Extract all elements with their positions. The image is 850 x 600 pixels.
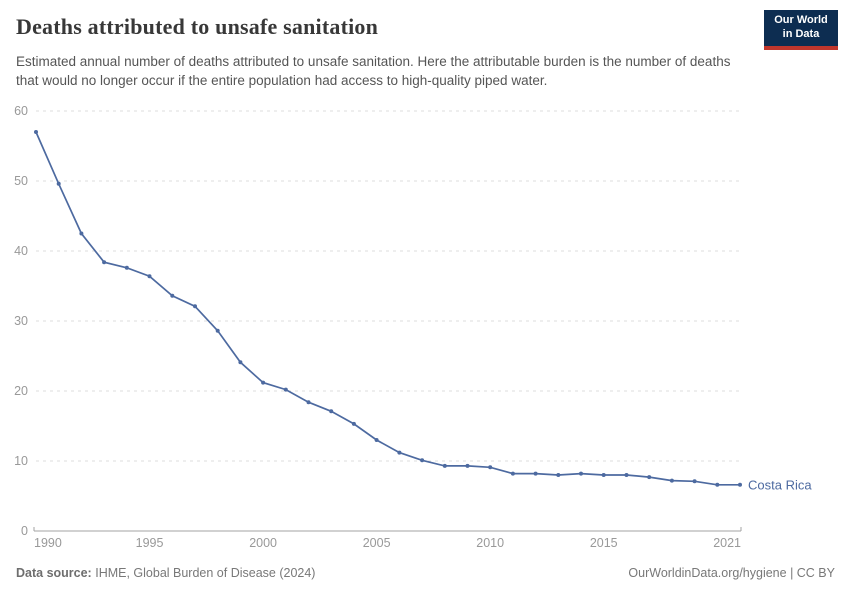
data-point[interactable]: [397, 450, 402, 455]
data-point[interactable]: [79, 231, 84, 236]
x-tick-label: 1995: [136, 536, 164, 550]
x-tick-label: 2015: [590, 536, 618, 550]
data-source: Data source: IHME, Global Burden of Dise…: [16, 566, 315, 580]
data-point[interactable]: [488, 465, 493, 470]
data-point[interactable]: [715, 482, 720, 487]
data-source-text: IHME, Global Burden of Disease (2024): [95, 566, 316, 580]
x-tick-label: 1990: [34, 536, 62, 550]
x-tick-label: 2000: [249, 536, 277, 550]
data-point[interactable]: [56, 181, 61, 186]
data-point[interactable]: [420, 458, 425, 463]
owid-logo-line1: Our World: [774, 14, 828, 27]
owid-logo[interactable]: Our World in Data: [764, 10, 838, 50]
data-point[interactable]: [601, 473, 606, 477]
data-point[interactable]: [669, 478, 674, 483]
data-point[interactable]: [306, 400, 311, 405]
data-point[interactable]: [283, 387, 288, 392]
data-point[interactable]: [579, 471, 583, 476]
data-point[interactable]: [556, 473, 561, 477]
y-tick-label: 50: [14, 174, 28, 188]
series-label[interactable]: Costa Rica: [748, 477, 812, 492]
data-point[interactable]: [102, 260, 107, 265]
data-point[interactable]: [329, 409, 334, 414]
data-point[interactable]: [692, 479, 697, 484]
data-point[interactable]: [261, 380, 266, 385]
y-tick-label: 30: [14, 314, 28, 328]
y-tick-label: 10: [14, 454, 28, 468]
data-point[interactable]: [442, 463, 447, 468]
y-tick-label: 60: [14, 104, 28, 118]
trend-line[interactable]: [35, 131, 740, 486]
data-point[interactable]: [738, 482, 742, 487]
chart-subtitle: Estimated annual number of deaths attrib…: [16, 54, 731, 89]
data-point[interactable]: [465, 463, 470, 468]
y-tick-label: 20: [14, 384, 28, 398]
x-tick-label: 2010: [476, 536, 504, 550]
owid-logo-line2: in Data: [782, 28, 820, 40]
data-source-label: Data source:: [16, 566, 92, 580]
data-point[interactable]: [170, 293, 175, 298]
data-point[interactable]: [147, 274, 152, 279]
data-point[interactable]: [533, 471, 538, 476]
line-chart-svg[interactable]: 0 10 20 30 40 50 60 1990 1995 2000 2005 2010 2015 202…: [0, 100, 850, 560]
data-point[interactable]: [647, 475, 652, 480]
x-tick-label: 2005: [363, 536, 391, 550]
y-tick-label: 0: [21, 524, 28, 538]
page-title: Deaths attributed to unsafe sanitation: [16, 14, 379, 39]
data-point[interactable]: [193, 304, 197, 309]
data-point[interactable]: [238, 360, 243, 365]
data-point[interactable]: [34, 130, 38, 134]
attribution-link[interactable]: OurWorldinData.org/hygiene | CC BY: [628, 566, 835, 580]
x-tick-label: 2021: [713, 536, 741, 550]
data-point[interactable]: [624, 473, 629, 477]
data-point[interactable]: [374, 438, 379, 442]
data-point[interactable]: [124, 265, 129, 270]
y-tick-label: 40: [14, 244, 28, 258]
data-point[interactable]: [215, 328, 220, 333]
data-point[interactable]: [510, 471, 515, 476]
chart-footer: Data source: IHME, Global Burden of Dise…: [16, 566, 835, 580]
data-point[interactable]: [351, 421, 356, 426]
